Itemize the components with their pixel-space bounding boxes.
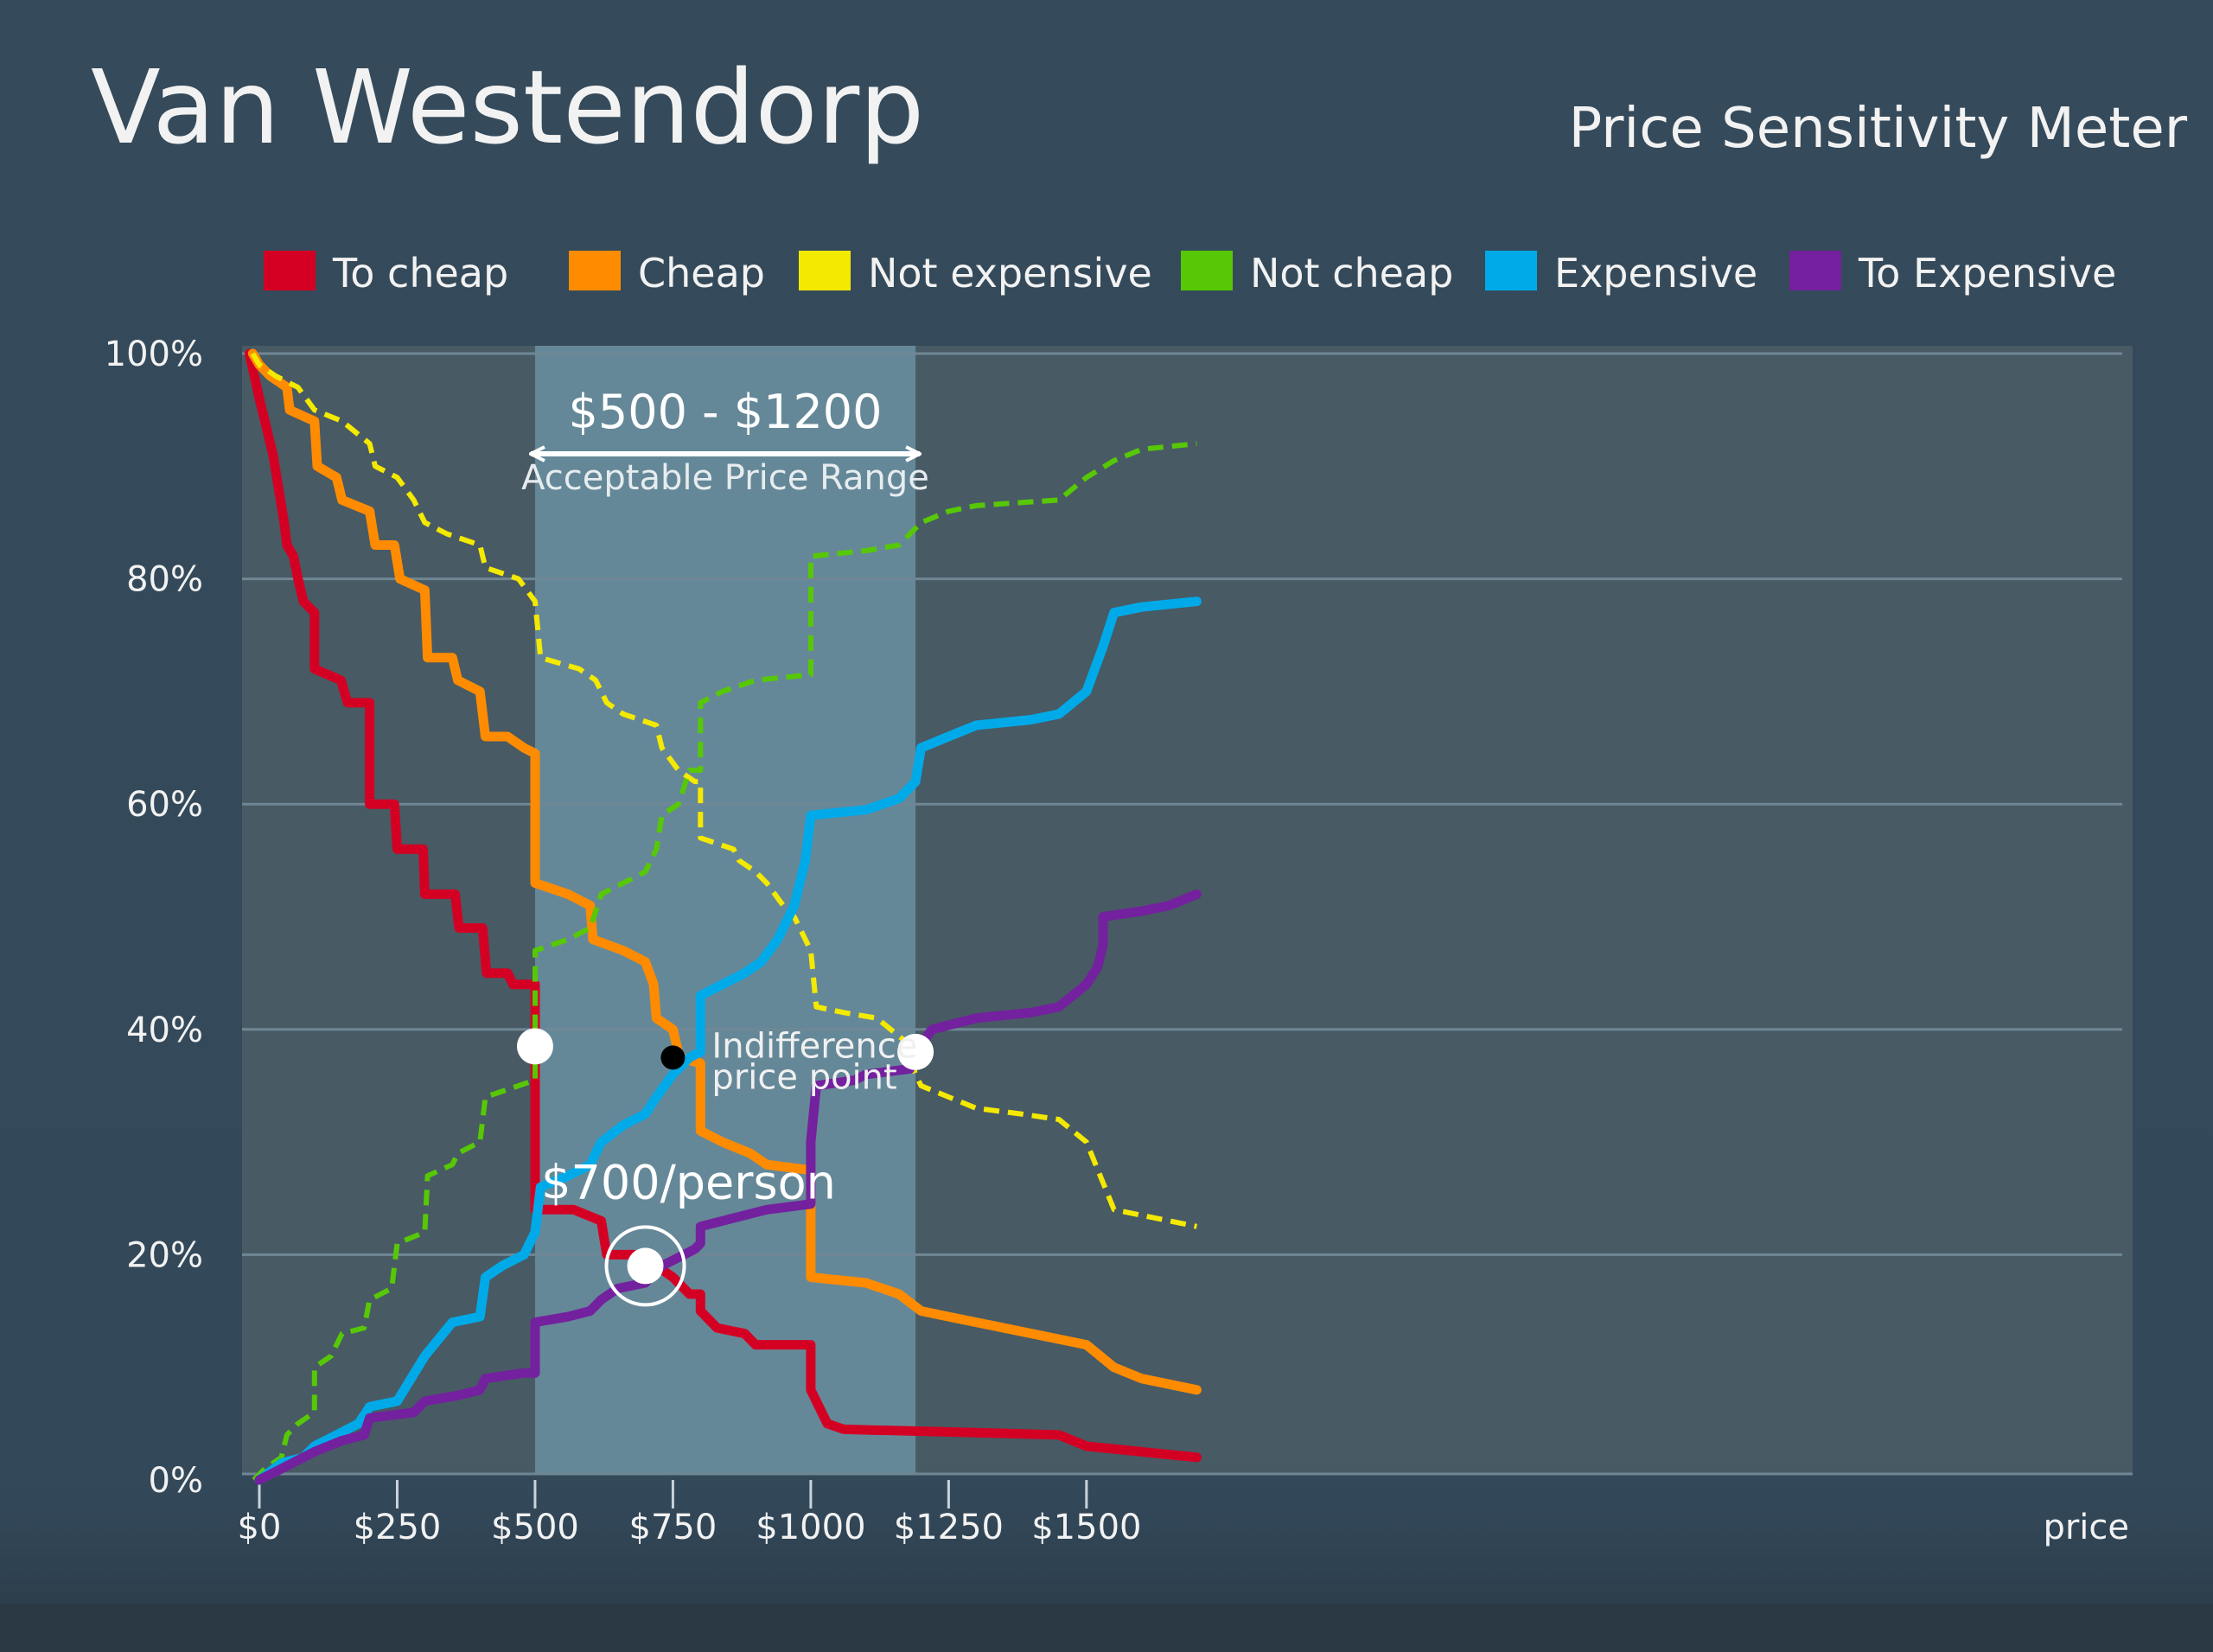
legend-label-expensive: Expensive [1554,250,1757,297]
indifference-label-line1: Indifference [711,1026,917,1066]
x-tick-label: $500 [491,1508,579,1547]
y-tick-label: 60% [126,785,203,825]
gridlines [242,352,2133,1476]
x-tick-label: $1500 [1031,1508,1141,1547]
legend: To cheap Cheap Not expensive Not cheap Expen… [264,250,2116,297]
plot-area [242,346,2133,1474]
chart-subtitle: Price Sensitivity Meter [1569,97,2188,161]
x-tick-label: $750 [629,1508,717,1547]
series-line-cheap [247,348,1202,1395]
optimal-price-label: $700/person [541,1155,836,1209]
x-tick-label: $0 [238,1508,282,1547]
legend-label-not-cheap: Not cheap [1250,250,1453,297]
y-tick-label: 0% [149,1461,203,1501]
x-tick-label: $1250 [894,1508,1004,1547]
series-line-to-cheap [245,348,1202,1463]
footer-band [0,1604,2213,1652]
legend-swatch-not-expensive [799,251,851,290]
y-tick-label: 100% [105,335,203,374]
series-line-to-expensive [254,889,1202,1485]
legend-label-to-expensive: To Expensive [1858,250,2116,297]
point-optimal-price-ring [604,1225,686,1307]
series-line-not-cheap [252,441,1197,1483]
legend-swatch-to-cheap [264,251,316,290]
y-axis: 0% 20% 40% 60% 80% 100% [105,335,203,1501]
point-marginal-cheapness [516,1028,553,1065]
legend-swatch-not-cheap [1181,251,1233,290]
series-line-not-expensive [250,352,1197,1229]
legend-label-not-expensive: Not expensive [868,250,1152,297]
point-indifference [660,1045,686,1070]
indifference-label-line2: price point [711,1057,896,1097]
legend-swatch-expensive [1485,251,1537,290]
legend-swatch-to-expensive [1789,251,1841,290]
point-marginal-expensiveness [897,1033,934,1070]
acceptable-range-caption: Acceptable Price Range [521,458,929,498]
x-axis-label: price [2043,1508,2129,1547]
y-tick-label: 80% [126,560,203,600]
acceptable-range-label: $500 - $1200 [569,385,883,439]
legend-label-to-cheap: To cheap [332,250,508,297]
legend-label-cheap: Cheap [638,250,765,297]
x-tick-label: $1000 [756,1508,865,1547]
x-tick-label: $250 [354,1508,442,1547]
chart-title: Van Westendorp [91,48,924,167]
y-tick-label: 40% [126,1011,203,1050]
y-tick-label: 20% [126,1235,203,1275]
legend-swatch-cheap [569,251,621,290]
markers-group [516,1028,934,1307]
point-optimal-price [627,1247,664,1285]
x-axis: $0 $250 $500 $750 $1000 $1250 $1500 [238,1480,1141,1547]
